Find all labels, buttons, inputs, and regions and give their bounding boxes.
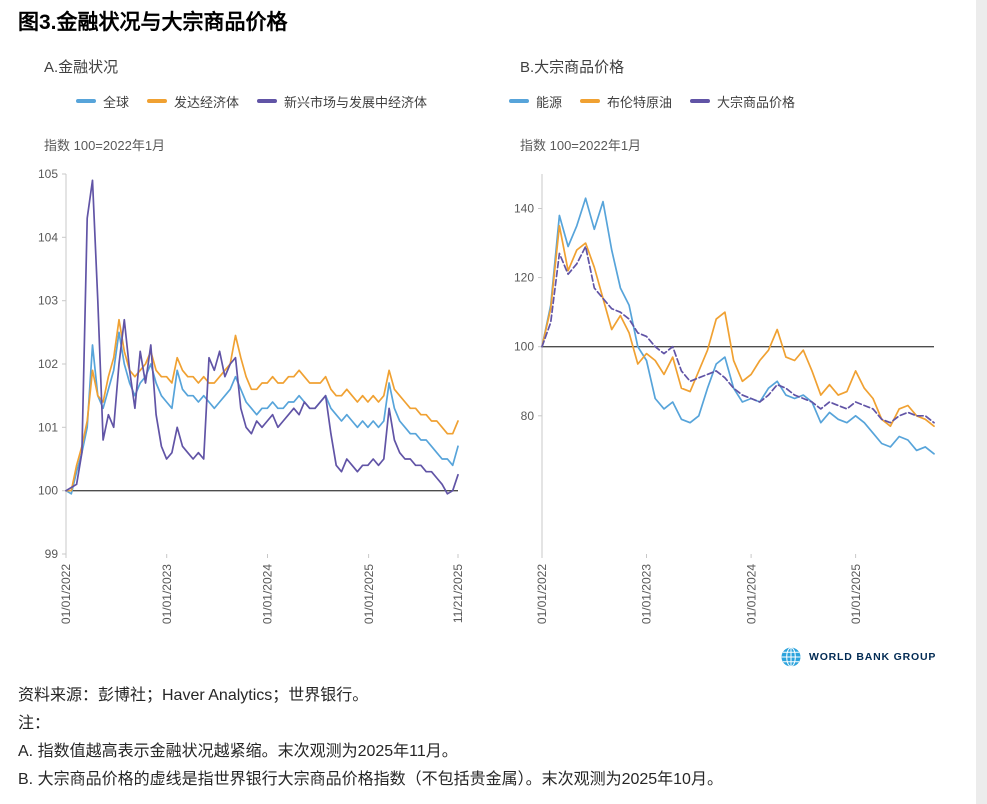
panel-b-legend: 能源 布伦特原油 大宗商品价格 bbox=[509, 92, 946, 111]
legend-label: 全球 bbox=[103, 94, 130, 110]
svg-text:99: 99 bbox=[45, 547, 59, 561]
svg-text:01/01/2024: 01/01/2024 bbox=[261, 564, 275, 624]
panel-a-label: A.金融状况 bbox=[44, 59, 119, 76]
financial-conditions-chart: 99 100 101 102 103 104 105 01/01/2022 01/01/2023… bbox=[38, 167, 465, 624]
svg-text:140: 140 bbox=[514, 202, 534, 216]
note-a: A. 指数值越高表示金融状况越紧缩。末次观测为2025年11月。 bbox=[18, 743, 458, 760]
panel-a-legend: 全球 发达经济体 新兴市场与发展中经济体 bbox=[76, 92, 470, 111]
legend-label: 新兴市场与发展中经济体 bbox=[284, 94, 428, 110]
svg-text:100: 100 bbox=[38, 484, 58, 498]
world-bank-logo: WORLD BANK GROUP bbox=[780, 646, 936, 668]
svg-text:80: 80 bbox=[521, 409, 535, 423]
charts-row: A.金融状况 全球 发达经济体 新兴市场与发展中经济体 指数 100=2022年1月… bbox=[18, 56, 946, 649]
panel-b-unit-label: 指数 100=2022年1月 bbox=[520, 138, 642, 153]
svg-text:101: 101 bbox=[38, 420, 58, 434]
svg-text:103: 103 bbox=[38, 294, 58, 308]
source-line: 资料来源：彭博社；Haver Analytics；世界银行。 bbox=[18, 687, 369, 704]
legend-label: 大宗商品价格 bbox=[717, 94, 796, 110]
svg-text:01/01/2025: 01/01/2025 bbox=[362, 564, 376, 624]
svg-text:01/01/2024: 01/01/2024 bbox=[744, 564, 758, 624]
svg-text:100: 100 bbox=[514, 340, 534, 354]
note-b: B. 大宗商品价格的虚线是指世界银行大宗商品价格指数（不包括贵金属）。末次观测为… bbox=[18, 771, 723, 788]
svg-text:01/01/2022: 01/01/2022 bbox=[59, 564, 73, 624]
world-bank-logo-text: WORLD BANK GROUP bbox=[809, 651, 937, 663]
svg-text:01/01/2022: 01/01/2022 bbox=[535, 564, 549, 624]
globe-icon bbox=[781, 647, 801, 667]
svg-text:01/01/2023: 01/01/2023 bbox=[640, 564, 654, 624]
legend-swatch-icon bbox=[509, 99, 529, 103]
svg-text:01/01/2023: 01/01/2023 bbox=[160, 564, 174, 624]
panel-b-label: B.大宗商品价格 bbox=[520, 59, 625, 76]
legend-label: 布伦特原油 bbox=[607, 94, 673, 110]
svg-text:102: 102 bbox=[38, 357, 58, 371]
legend-item: 能源 bbox=[509, 92, 562, 111]
svg-text:01/01/2025: 01/01/2025 bbox=[849, 564, 863, 624]
figure-title: 图3.金融状况与大宗商品价格 bbox=[18, 11, 288, 34]
legend-swatch-icon bbox=[690, 99, 711, 103]
legend-item: 大宗商品价格 bbox=[690, 92, 795, 111]
notes-label: 注： bbox=[18, 715, 51, 732]
legend-item: 发达经济体 bbox=[147, 92, 239, 111]
legend-item: 全球 bbox=[76, 92, 129, 111]
legend-swatch-icon bbox=[76, 99, 96, 103]
svg-text:11/21/2025: 11/21/2025 bbox=[451, 564, 465, 623]
panel-a-unit-label: 指数 100=2022年1月 bbox=[44, 138, 166, 153]
legend-swatch-icon bbox=[147, 99, 168, 103]
svg-text:120: 120 bbox=[514, 271, 534, 285]
legend-label: 能源 bbox=[536, 94, 563, 110]
legend-item: 新兴市场与发展中经济体 bbox=[257, 92, 427, 111]
page-right-gutter bbox=[976, 0, 987, 804]
legend-label: 发达经济体 bbox=[174, 94, 240, 110]
legend-item: 布伦特原油 bbox=[580, 92, 672, 111]
legend-swatch-icon bbox=[257, 99, 278, 103]
panel-commodity-prices: B.大宗商品价格 能源 布伦特原油 大宗商品价格 指数 100=2022年1月 80… bbox=[494, 56, 946, 649]
footer-notes: 资料来源：彭博社；Haver Analytics；世界银行。 注： A. 指数值… bbox=[18, 682, 723, 794]
commodity-prices-chart: 80 100 120 140 01/01/2022 01/01/2023 01/01/202… bbox=[514, 174, 935, 624]
panel-financial-conditions: A.金融状况 全球 发达经济体 新兴市场与发展中经济体 指数 100=2022年1月… bbox=[18, 56, 470, 649]
svg-text:104: 104 bbox=[38, 230, 58, 244]
svg-text:105: 105 bbox=[38, 167, 58, 181]
legend-swatch-icon bbox=[580, 99, 601, 103]
